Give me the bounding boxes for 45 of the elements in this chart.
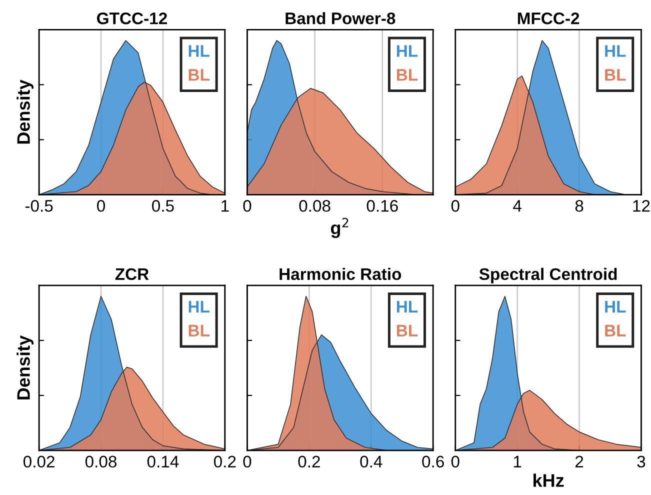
y-axis-title: Density	[16, 335, 34, 400]
text: BL	[188, 324, 210, 336]
x-tick-label: 1	[222, 200, 229, 212]
x-tick-label: 0.2	[214, 456, 236, 468]
x-tick-label: 8	[575, 200, 584, 212]
x-tick-label: 0.14	[147, 456, 179, 468]
x-tick-label: 0.16	[366, 200, 398, 212]
chart-title: ZCR	[115, 268, 149, 280]
x-axis-title: kHz	[534, 474, 564, 487]
x-tick-label: 0.08	[85, 456, 117, 468]
x-tick-label: 0	[451, 456, 460, 468]
chart-title: Band Power-8	[286, 12, 396, 24]
text: BL	[188, 69, 210, 81]
x-tick-label: 4	[513, 200, 522, 212]
text: HL	[396, 45, 418, 57]
chart-title: Spectral Centroid	[479, 268, 617, 284]
x-tick-label: 2	[575, 456, 584, 468]
x-tick-label: -0.5	[25, 200, 53, 212]
x-tick-label: 0.6	[422, 456, 444, 468]
text: HL	[396, 301, 418, 313]
x-tick-label: 0	[97, 200, 105, 212]
x-tick-label: 1	[514, 456, 522, 468]
text: HL	[188, 301, 210, 313]
text: HL	[605, 45, 626, 57]
chart-title: MFCC-2	[518, 12, 580, 24]
y-axis-title: Density	[16, 80, 34, 144]
x-tick-label: 0.2	[298, 456, 320, 468]
text: HL	[188, 45, 210, 57]
x-tick-label: 0	[451, 200, 460, 212]
text: BL	[396, 69, 418, 81]
text: HL	[605, 301, 626, 313]
text: BL	[605, 69, 626, 81]
text: BL	[605, 324, 626, 336]
chart-title: Harmonic Ratio	[280, 268, 402, 280]
x-axis-title: g$^{2}$	[330, 218, 348, 238]
chart-title: GTCC-12	[97, 12, 167, 24]
x-tick-label: 12	[633, 200, 650, 212]
x-tick-label: 0.08	[299, 200, 330, 212]
x-tick-label: 3	[637, 456, 646, 468]
x-tick-label: 0.5	[152, 200, 174, 212]
x-tick-label: 0	[243, 200, 252, 212]
x-tick-label: 0.4	[360, 456, 382, 468]
x-tick-label: 0.02	[23, 456, 54, 468]
text: BL	[396, 324, 418, 336]
x-tick-label: 0	[243, 456, 252, 468]
